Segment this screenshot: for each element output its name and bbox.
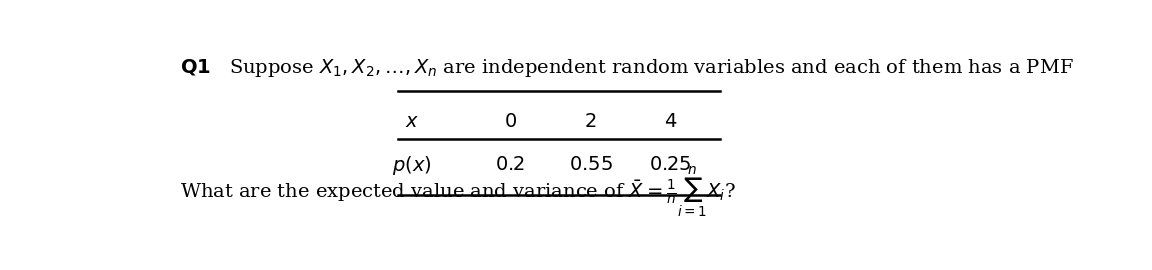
Text: What are the expected value and variance of $\bar{X} = \frac{1}{n}\sum_{i=1}^{n}: What are the expected value and variance… xyxy=(180,164,735,220)
Text: $0.2$: $0.2$ xyxy=(495,156,525,174)
Text: $x$: $x$ xyxy=(404,113,419,131)
Text: $0$: $0$ xyxy=(503,113,516,131)
Text: $4$: $4$ xyxy=(664,113,677,131)
Text: $2$: $2$ xyxy=(584,113,597,131)
Text: Suppose $X_1, X_2, \ldots, X_n$ are independent random variables and each of the: Suppose $X_1, X_2, \ldots, X_n$ are inde… xyxy=(229,57,1074,79)
Text: $0.55$: $0.55$ xyxy=(569,156,612,174)
Text: $\mathbf{Q1}$: $\mathbf{Q1}$ xyxy=(180,57,211,77)
Text: $p(x)$: $p(x)$ xyxy=(392,154,432,177)
Text: $0.25$: $0.25$ xyxy=(650,156,692,174)
